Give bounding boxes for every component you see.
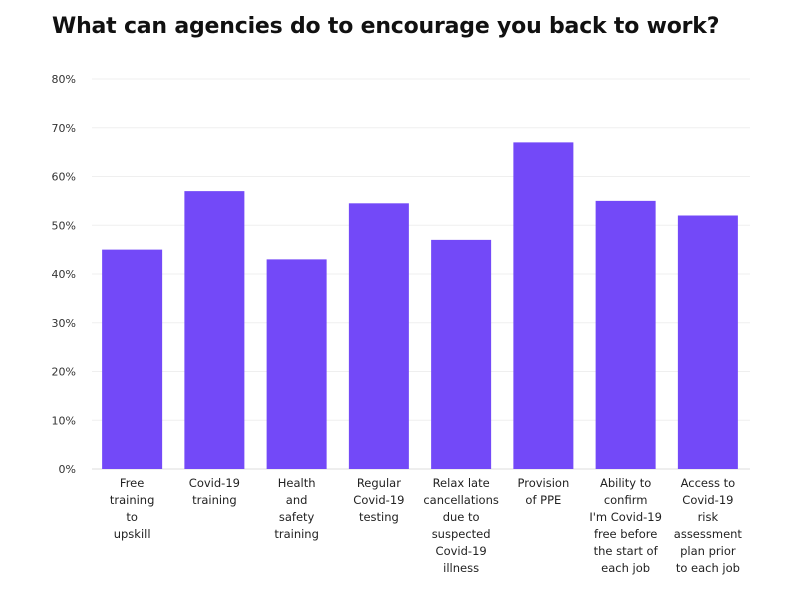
- y-tick-label: 10%: [52, 414, 76, 427]
- y-tick-label: 80%: [52, 73, 76, 86]
- bar: [184, 191, 245, 469]
- y-tick-label: 40%: [52, 268, 76, 281]
- x-tick-label: Health and safety training: [274, 476, 319, 541]
- bar: [431, 239, 492, 469]
- x-tick-label: Provision of PPE: [517, 476, 569, 507]
- y-tick-label: 70%: [52, 122, 76, 135]
- y-axis-ticks: 0% 10% 20% 30% 40% 50% 60% 70% 80%: [52, 73, 76, 476]
- bar: [102, 249, 163, 469]
- bar: [266, 259, 327, 469]
- x-tick-label: Relax late cancellations due to suspected Co…: [423, 476, 499, 575]
- chart-title: What can agencies do to encourage you ba…: [52, 14, 720, 39]
- bar: [677, 215, 738, 469]
- x-tick-label: Covid-19 training: [189, 476, 240, 507]
- x-tick-label: Regular Covid-19 testing: [353, 476, 404, 524]
- y-tick-label: 30%: [52, 317, 76, 330]
- y-tick-label: 0%: [59, 463, 76, 476]
- bar: [513, 142, 574, 469]
- bar: [348, 203, 409, 469]
- x-axis-labels: Free training to upskill Covid-19 training Hea…: [110, 476, 743, 575]
- y-tick-label: 60%: [52, 171, 76, 184]
- bars: [102, 142, 738, 469]
- x-tick-label: Access to Covid-19 risk assessment plan prio…: [674, 476, 743, 575]
- y-tick-label: 50%: [52, 219, 76, 232]
- bar: [595, 200, 656, 469]
- y-tick-label: 20%: [52, 366, 76, 379]
- x-tick-label: Free training to upskill: [110, 476, 155, 541]
- x-tick-label: Ability to confirm I'm Covid-19 free before…: [589, 476, 662, 575]
